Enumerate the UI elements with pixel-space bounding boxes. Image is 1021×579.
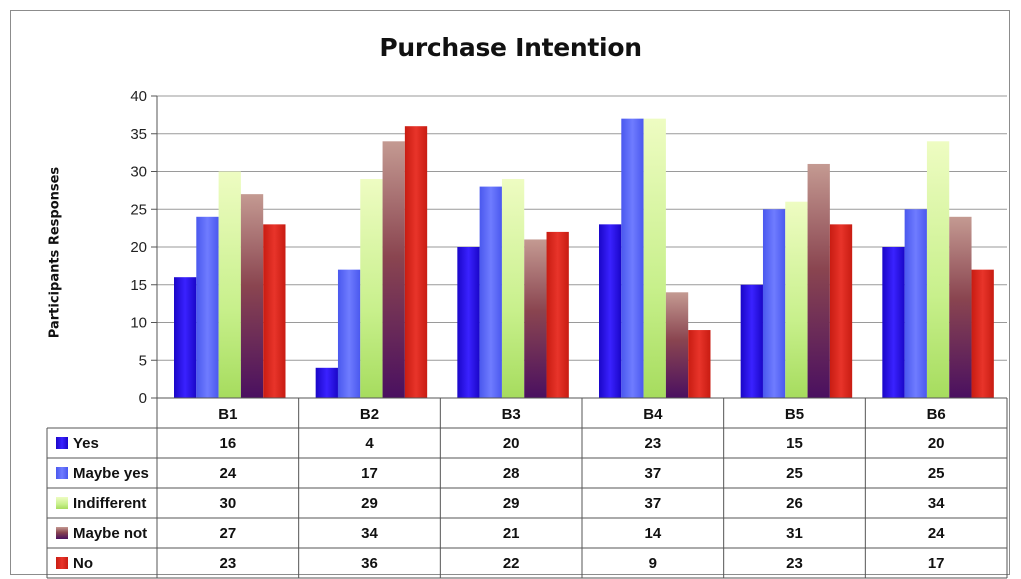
bar-yes-b1 <box>174 277 197 398</box>
category-label: B1 <box>218 406 237 423</box>
bar-maybe-yes-b5 <box>762 209 786 398</box>
y-tick-label: 25 <box>130 201 147 218</box>
bar-no-b2 <box>404 126 428 398</box>
table-cell-value: 21 <box>503 525 520 542</box>
table-cell-value: 37 <box>644 465 661 482</box>
table-cell-value: 24 <box>219 465 236 482</box>
table-cell-value: 17 <box>928 555 945 572</box>
table-cell-value: 31 <box>786 525 803 542</box>
bar-no-b4 <box>688 330 711 398</box>
table-cell-value: 14 <box>644 525 661 542</box>
table-cell-value: 37 <box>644 495 661 512</box>
bar-indifferent-b2 <box>360 179 383 398</box>
legend-swatch <box>56 527 68 539</box>
chart-title: Purchase Intention <box>379 33 642 62</box>
y-tick-label: 10 <box>130 315 147 332</box>
table-cell-value: 15 <box>786 435 803 452</box>
gridlines <box>157 95 1007 361</box>
table-cell-value: 23 <box>644 435 661 452</box>
bar-maybe-not-b1 <box>240 194 264 398</box>
legend-label: Yes <box>73 435 99 452</box>
bar-yes-b5 <box>740 284 763 398</box>
category-label: B6 <box>927 406 946 423</box>
y-axis: 0 5 10 15 20 25 30 35 40 <box>130 88 158 407</box>
y-tick-label: 30 <box>130 164 147 181</box>
bar-no-b1 <box>263 224 286 398</box>
bar-maybe-yes-b1 <box>196 216 219 398</box>
y-tick-label: 5 <box>139 352 147 369</box>
bar-indifferent-b4 <box>643 118 666 399</box>
bar-maybe-not-b3 <box>524 239 547 398</box>
bar-no-b3 <box>546 231 569 398</box>
legend-label: No <box>73 555 93 572</box>
category-label: B5 <box>785 406 804 423</box>
bar-no-b6 <box>971 269 994 398</box>
table-cell-value: 17 <box>361 465 378 482</box>
bar-maybe-not-b2 <box>382 141 405 399</box>
legend-swatch <box>56 437 68 449</box>
bar-maybe-not-b4 <box>665 292 689 398</box>
table-cell-value: 22 <box>503 555 520 572</box>
legend-label: Indifferent <box>73 495 146 512</box>
bar-maybe-not-b5 <box>807 163 830 398</box>
table-cell-value: 16 <box>219 435 236 452</box>
category-label: B4 <box>643 406 663 423</box>
bar-maybe-yes-b3 <box>479 186 502 398</box>
bar-indifferent-b1 <box>218 171 241 398</box>
table-cell-value: 4 <box>365 435 374 452</box>
bar-maybe-yes-b2 <box>337 269 361 398</box>
table-cell-value: 34 <box>361 525 378 542</box>
bar-yes-b3 <box>457 247 480 398</box>
y-tick-label: 15 <box>130 277 147 294</box>
table-cell-value: 23 <box>786 555 803 572</box>
bar-maybe-not-b6 <box>949 216 972 398</box>
legend-label: Maybe yes <box>73 465 149 482</box>
table-cell-value: 28 <box>503 465 520 482</box>
table-cell-value: 23 <box>219 555 236 572</box>
table-cell-value: 29 <box>503 495 520 512</box>
bar-indifferent-b6 <box>926 141 950 399</box>
bar-maybe-yes-b6 <box>904 209 927 398</box>
y-tick-label: 0 <box>139 390 147 407</box>
table-cell-value: 20 <box>503 435 520 452</box>
category-label: B2 <box>360 406 379 423</box>
legend-swatch <box>56 557 68 569</box>
table-cell-value: 36 <box>361 555 378 572</box>
table-cell-value: 9 <box>649 555 657 572</box>
bar-yes-b4 <box>599 224 622 398</box>
y-tick-label: 35 <box>130 126 147 143</box>
table-cell-value: 25 <box>786 465 803 482</box>
bar-maybe-yes-b4 <box>621 118 644 399</box>
table-cell-value: 30 <box>219 495 236 512</box>
legend-swatch <box>56 467 68 479</box>
category-label: B3 <box>502 406 521 423</box>
legend-swatch <box>56 497 68 509</box>
table-cell-value: 24 <box>928 525 945 542</box>
legend-label: Maybe not <box>73 525 147 542</box>
bar-no-b5 <box>829 224 853 398</box>
table-cell-value: 26 <box>786 495 803 512</box>
y-tick-label: 20 <box>130 239 147 256</box>
bar-indifferent-b5 <box>785 201 808 398</box>
data-table: B1 B2 B3 B4 B5 B6 Yes 16 4 20 23 15 20 Maybe yes 24 17 2… <box>46 397 1008 579</box>
table-cell-value: 34 <box>928 495 945 512</box>
table-cell-value: 20 <box>928 435 945 452</box>
y-tick-label: 40 <box>130 88 147 105</box>
bar-indifferent-b3 <box>501 179 525 398</box>
table-cell-value: 27 <box>219 525 236 542</box>
table-cell-value: 29 <box>361 495 378 512</box>
bars <box>174 118 994 399</box>
table-cell-value: 25 <box>928 465 945 482</box>
bar-yes-b2 <box>315 367 338 398</box>
bar-yes-b6 <box>882 247 905 398</box>
